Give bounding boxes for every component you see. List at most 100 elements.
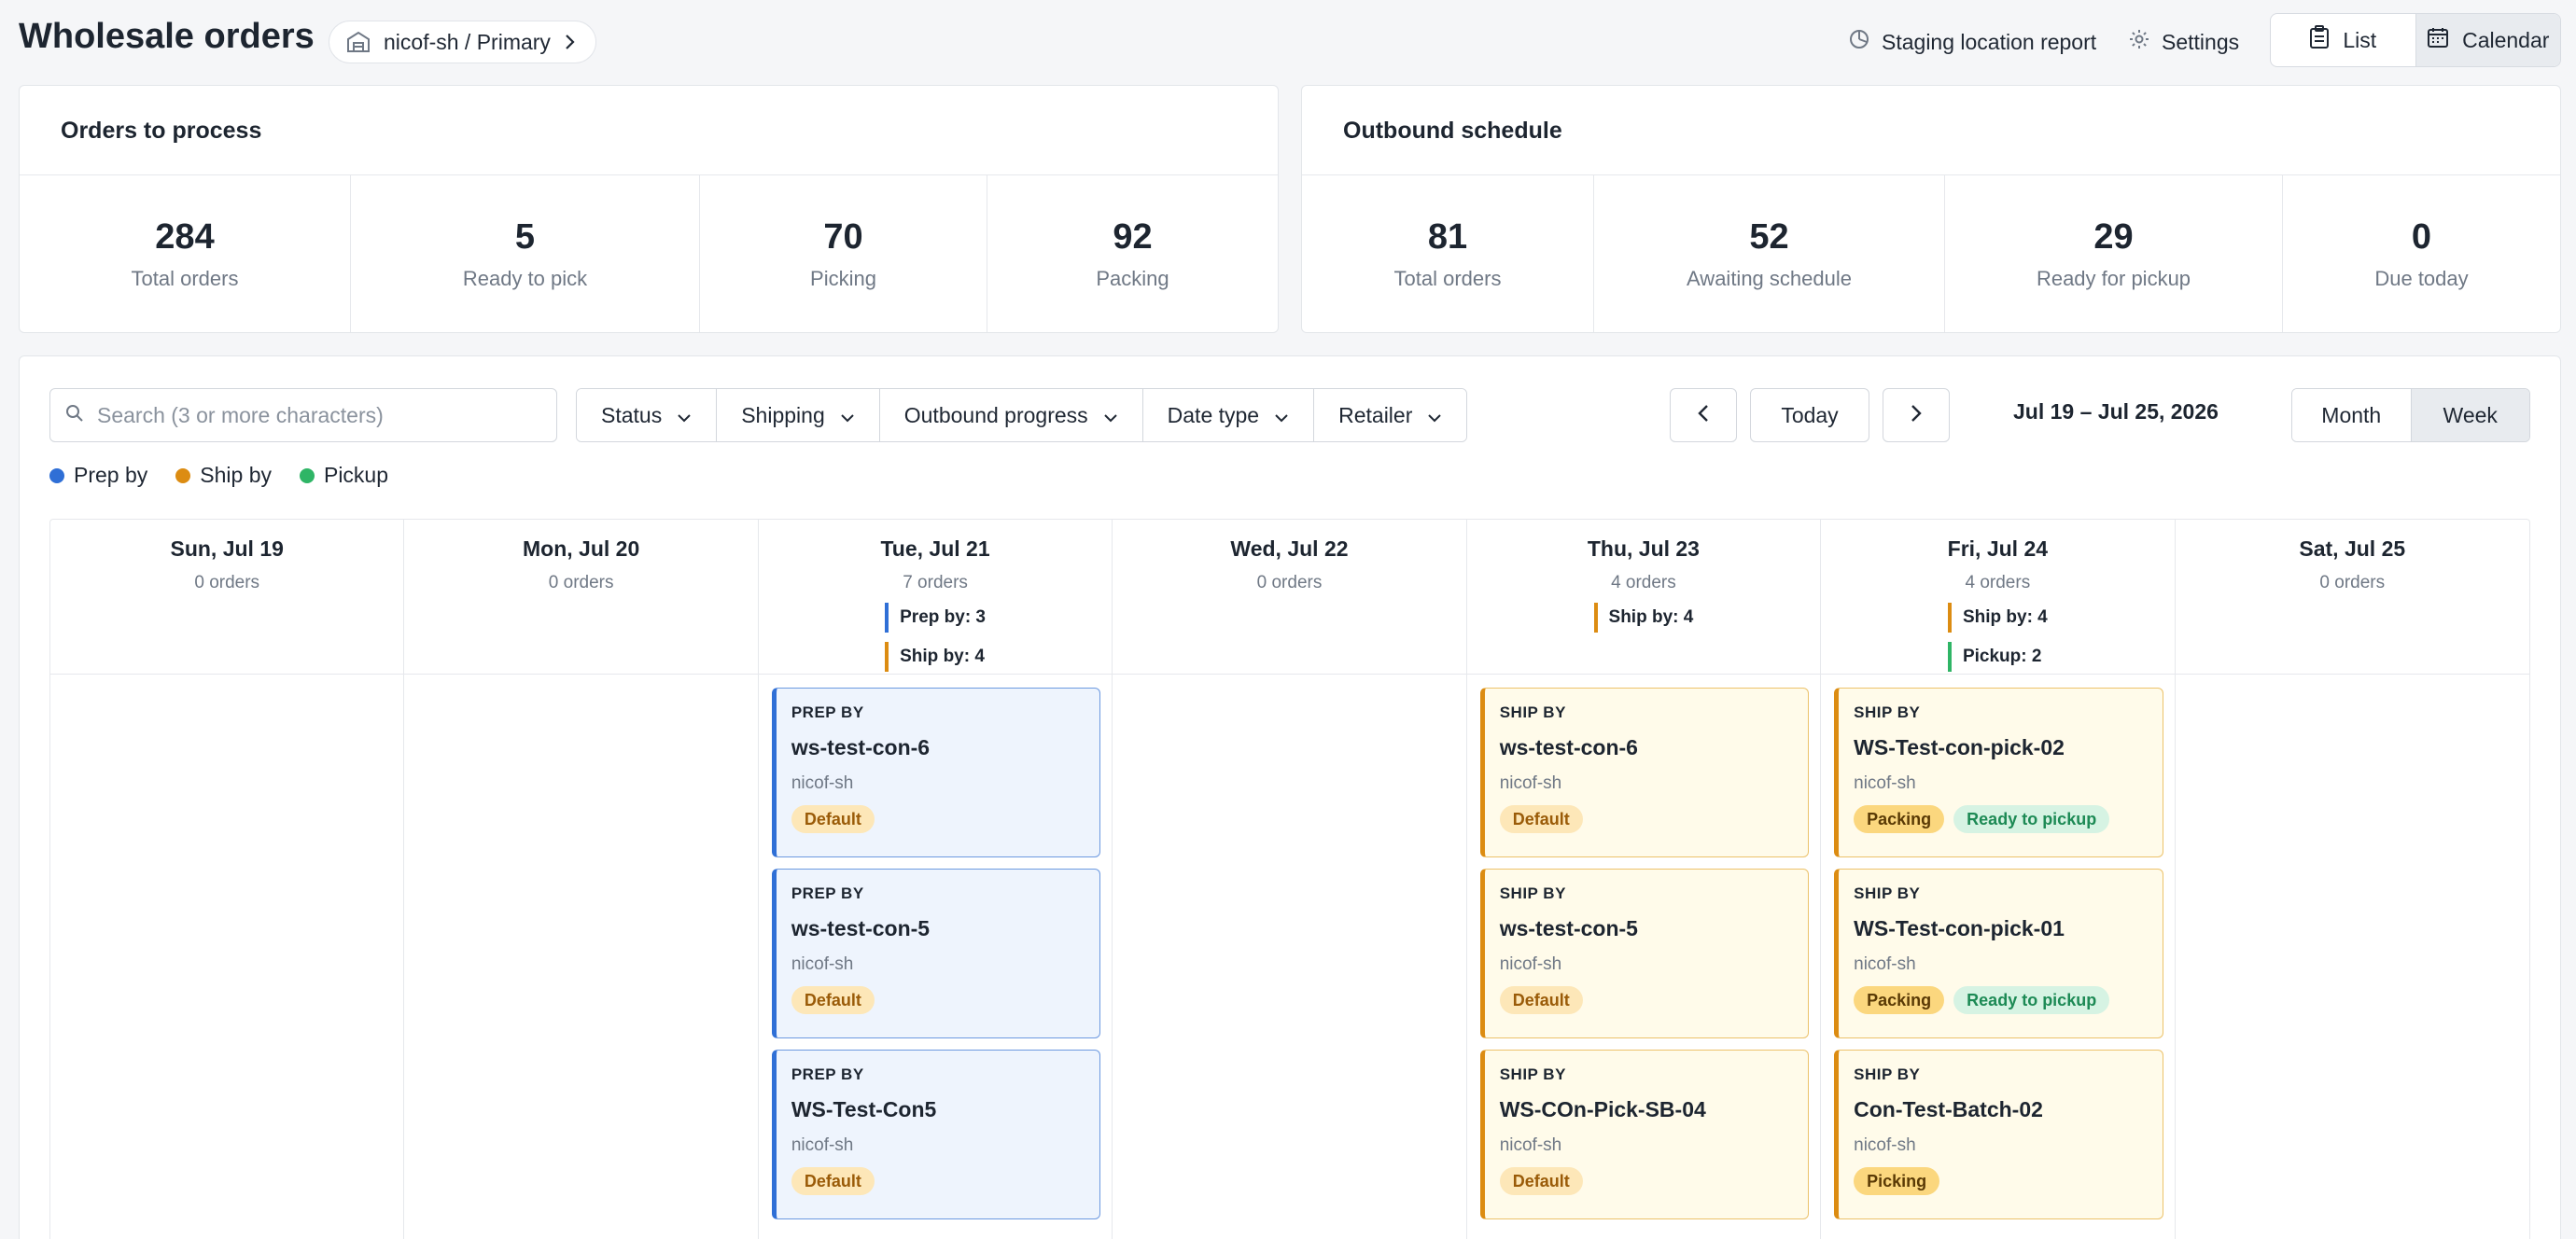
order-name: WS-COn-Pick-SB-04: [1499, 1097, 1706, 1121]
stat-awaiting-schedule[interactable]: 52 Awaiting schedule: [1593, 175, 1944, 332]
order-name: WS-Test-Con5: [791, 1097, 937, 1121]
next-week-button[interactable]: [1883, 388, 1950, 442]
status-badges: Default: [1499, 1167, 1808, 1195]
order-card[interactable]: SHIP BY WS-Test-con-pick-01 nicof-sh Packin…: [1834, 869, 2163, 1038]
order-card-list: PREP BY ws-test-con-6 nicof-sh Default PREP …: [759, 675, 1112, 1219]
legend-label: Pickup: [323, 463, 389, 487]
stat-ready-for-pickup[interactable]: 29 Ready for pickup: [1944, 175, 2282, 332]
summary-prep: Prep by: 3: [885, 603, 986, 633]
stat-label: Ready to pick: [462, 266, 588, 290]
page-title: Wholesale orders: [19, 17, 315, 56]
order-card-list: SHIP BY WS-Test-con-pick-02 nicof-sh Packin…: [1821, 675, 2174, 1219]
filter-label: Status: [601, 402, 663, 427]
warehouse-breadcrumb[interactable]: nicof-sh / Primary: [329, 21, 596, 63]
summary-ship: Ship by: 4: [1947, 603, 2048, 633]
calendar-icon: [2427, 26, 2449, 54]
order-card[interactable]: SHIP BY Con-Test-Batch-02 nicof-sh Picking: [1834, 1050, 2163, 1219]
summary-ship: Ship by: 4: [885, 642, 986, 672]
filter-status[interactable]: Status: [577, 389, 717, 441]
day-header[interactable]: Fri, Jul 24 4 orders Ship by: 4 Pickup: 2: [1821, 520, 2175, 675]
chevron-down-icon: [1103, 403, 1118, 428]
panel-title: Orders to process: [61, 118, 262, 144]
order-card[interactable]: SHIP BY ws-test-con-6 nicof-sh Default: [1479, 688, 1810, 857]
stat-value: 0: [2411, 216, 2432, 257]
stat-label: Total orders: [131, 266, 239, 290]
status-badge: Picking: [1854, 1167, 1940, 1195]
day-name: Tue, Jul 21: [880, 536, 990, 561]
breadcrumb-label: nicof-sh / Primary: [384, 29, 551, 54]
stat-total-orders[interactable]: 284 Total orders: [20, 175, 350, 332]
order-retailer: nicof-sh: [791, 773, 854, 793]
day-header[interactable]: Sat, Jul 25 0 orders: [2175, 520, 2529, 675]
order-retailer: nicof-sh: [1499, 773, 1562, 793]
stat-total-orders[interactable]: 81 Total orders: [1302, 175, 1593, 332]
day-order-count: 0 orders: [194, 573, 260, 592]
stat-due-today[interactable]: 0 Due today: [2282, 175, 2560, 332]
filter-shipping[interactable]: Shipping: [716, 389, 879, 441]
order-card[interactable]: PREP BY WS-Test-Con5 nicof-sh Default: [771, 1050, 1101, 1219]
order-name: ws-test-con-6: [1499, 735, 1638, 759]
page-header: Wholesale orders nicof-sh / Primary Stag…: [0, 0, 2576, 84]
card-date-type: SHIP BY: [1854, 884, 1921, 902]
search-icon: [65, 404, 84, 427]
stat-value: 81: [1427, 216, 1468, 257]
settings-label: Settings: [2162, 29, 2240, 54]
settings-link[interactable]: Settings: [2128, 21, 2239, 63]
order-card[interactable]: PREP BY ws-test-con-6 nicof-sh Default: [771, 688, 1101, 857]
chevron-right-icon: [1911, 403, 1922, 428]
day-summary: Prep by: 3 Ship by: 4: [885, 603, 986, 672]
order-name: ws-test-con-5: [791, 916, 931, 940]
list-view-button[interactable]: List: [2271, 14, 2415, 66]
day-header[interactable]: Sun, Jul 19 0 orders: [50, 520, 404, 675]
report-icon: [1848, 28, 1870, 56]
status-badges: Default: [791, 1167, 1099, 1195]
order-card[interactable]: SHIP BY WS-COn-Pick-SB-04 nicof-sh Default: [1479, 1050, 1810, 1219]
order-card[interactable]: SHIP BY WS-Test-con-pick-02 nicof-sh Packin…: [1834, 688, 2163, 857]
filter-label: Date type: [1167, 402, 1260, 427]
day-header[interactable]: Thu, Jul 23 4 orders Ship by: 4: [1466, 520, 1821, 675]
calendar-view-button[interactable]: Calendar: [2415, 14, 2560, 66]
stat-ready-to-pick[interactable]: 5 Ready to pick: [350, 175, 699, 332]
legend-label: Ship by: [200, 463, 272, 487]
status-badges: Picking: [1854, 1167, 2162, 1195]
filter-date-type[interactable]: Date type: [1141, 389, 1314, 441]
stat-packing[interactable]: 92 Packing: [987, 175, 1278, 332]
filter-retailer[interactable]: Retailer: [1313, 389, 1467, 441]
day-header[interactable]: Tue, Jul 21 7 orders Prep by: 3 Ship by: 4: [758, 520, 1113, 675]
day-header[interactable]: Mon, Jul 20 0 orders: [404, 520, 758, 675]
chevron-down-icon: [1274, 403, 1289, 428]
legend-prep-by: Prep by: [49, 463, 147, 488]
stat-value: 92: [1113, 216, 1153, 257]
gear-icon: [2128, 28, 2150, 56]
stat-picking[interactable]: 70 Picking: [699, 175, 987, 332]
stats-row: 284 Total orders 5 Ready to pick 70 Pick…: [20, 175, 1278, 332]
order-card[interactable]: SHIP BY ws-test-con-5 nicof-sh Default: [1479, 869, 1810, 1038]
order-retailer: nicof-sh: [791, 1135, 854, 1155]
day-order-count: 0 orders: [2319, 573, 2386, 592]
outbound-schedule-panel: Outbound schedule 81 Total orders 52 Awa…: [1301, 85, 2561, 333]
today-button[interactable]: Today: [1750, 388, 1869, 442]
order-retailer: nicof-sh: [1854, 954, 1916, 974]
order-name: ws-test-con-6: [791, 735, 931, 759]
stat-value: 29: [2093, 216, 2134, 257]
chevron-down-icon: [677, 403, 692, 428]
search-input[interactable]: [97, 402, 526, 428]
filter-outbound-progress[interactable]: Outbound progress: [878, 389, 1142, 441]
prev-week-button[interactable]: [1670, 388, 1737, 442]
staging-report-link[interactable]: Staging location report: [1848, 21, 2096, 63]
calendar-panel: Status Shipping Outbound progress Date t…: [19, 355, 2561, 1239]
chevron-down-icon: [1427, 403, 1442, 428]
order-name: ws-test-con-5: [1499, 916, 1638, 940]
week-range-button[interactable]: Week: [2410, 389, 2529, 441]
stat-value: 52: [1749, 216, 1789, 257]
month-range-button[interactable]: Month: [2292, 389, 2411, 441]
order-card[interactable]: PREP BY ws-test-con-5 nicof-sh Default: [771, 869, 1101, 1038]
stat-label: Awaiting schedule: [1687, 266, 1852, 290]
warehouse-icon: [346, 31, 371, 53]
legend-dot: [175, 467, 191, 483]
day-header[interactable]: Wed, Jul 22 0 orders: [1113, 520, 1466, 675]
search-box[interactable]: [49, 388, 557, 442]
card-date-type: SHIP BY: [1499, 884, 1566, 902]
card-date-type: PREP BY: [791, 884, 864, 902]
